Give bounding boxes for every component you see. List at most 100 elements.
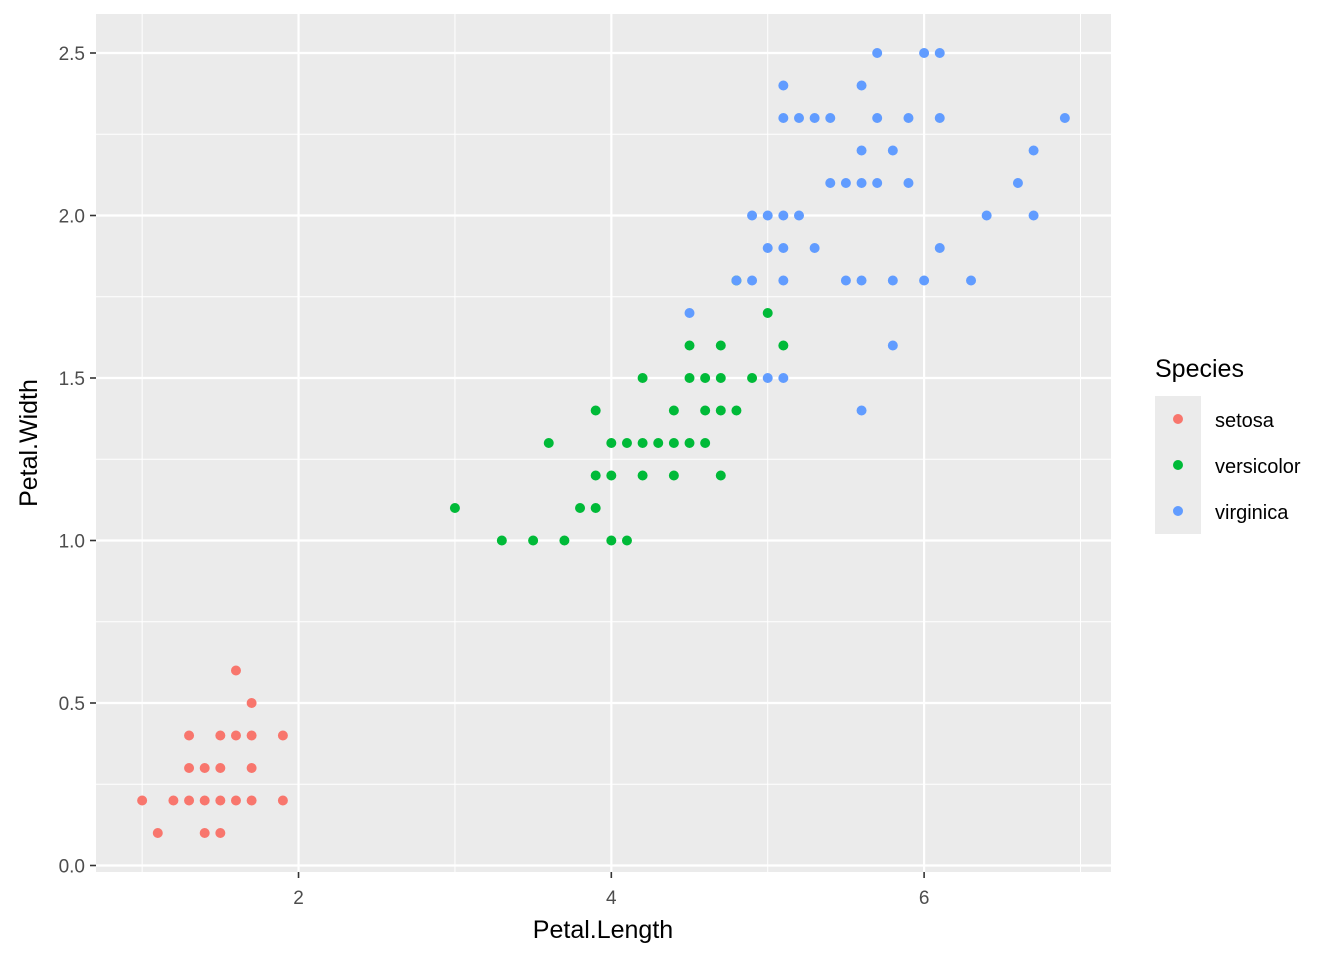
- data-point-setosa: [184, 795, 195, 806]
- data-point-versicolor: [684, 438, 695, 448]
- data-point-virginica: [825, 113, 836, 123]
- data-point-versicolor: [621, 438, 632, 448]
- data-point-setosa: [199, 828, 210, 838]
- data-point-setosa: [246, 763, 257, 773]
- legend-swatch-versicolor: [1173, 460, 1183, 470]
- data-point-virginica: [856, 275, 867, 286]
- data-point-setosa: [184, 763, 195, 773]
- legend-label-versicolor: versicolor: [1215, 456, 1301, 478]
- plot-panel: [96, 14, 1111, 872]
- data-point-virginica: [887, 275, 898, 286]
- data-point-virginica: [809, 113, 820, 123]
- data-point-versicolor: [590, 405, 601, 416]
- data-point-versicolor: [528, 535, 539, 546]
- data-point-virginica: [1028, 145, 1039, 156]
- data-point-versicolor: [715, 470, 726, 481]
- y-tick-label: 0.5: [59, 694, 85, 715]
- data-point-virginica: [840, 275, 851, 286]
- data-point-virginica: [778, 275, 789, 286]
- data-point-virginica: [1059, 113, 1070, 123]
- y-tick-label: 1.5: [59, 369, 85, 390]
- data-point-virginica: [966, 275, 977, 286]
- data-point-setosa: [152, 828, 163, 838]
- data-point-versicolor: [606, 470, 617, 481]
- data-point-virginica: [934, 243, 945, 253]
- data-point-virginica: [903, 113, 914, 123]
- data-point-setosa: [230, 795, 241, 806]
- data-point-setosa: [215, 763, 226, 773]
- data-point-virginica: [747, 210, 758, 221]
- data-point-virginica: [762, 210, 773, 221]
- data-point-virginica: [731, 275, 742, 286]
- data-point-virginica: [919, 48, 930, 58]
- data-point-versicolor: [637, 470, 648, 481]
- data-point-virginica: [778, 373, 789, 383]
- data-point-versicolor: [637, 438, 648, 448]
- data-point-virginica: [856, 80, 867, 91]
- data-point-versicolor: [449, 503, 460, 513]
- data-point-versicolor: [621, 535, 632, 546]
- data-point-versicolor: [715, 405, 726, 416]
- data-point-setosa: [215, 730, 226, 741]
- data-point-virginica: [887, 340, 898, 351]
- data-point-versicolor: [575, 503, 586, 513]
- data-point-versicolor: [496, 535, 507, 546]
- data-point-setosa: [230, 665, 241, 676]
- data-point-versicolor: [747, 373, 758, 383]
- data-point-versicolor: [637, 373, 648, 383]
- data-point-versicolor: [731, 405, 742, 416]
- data-points: [137, 48, 1070, 838]
- data-point-virginica: [934, 113, 945, 123]
- data-point-setosa: [199, 795, 210, 806]
- legend-swatch-virginica: [1173, 506, 1183, 516]
- data-point-virginica: [887, 145, 898, 156]
- data-point-setosa: [137, 795, 148, 806]
- data-point-virginica: [856, 178, 867, 188]
- data-point-setosa: [215, 795, 226, 806]
- data-point-versicolor: [668, 470, 679, 481]
- data-point-virginica: [856, 145, 867, 156]
- data-point-virginica: [778, 80, 789, 91]
- minor-gridlines: [96, 14, 1111, 872]
- data-point-virginica: [1028, 210, 1039, 221]
- data-point-virginica: [762, 373, 773, 383]
- data-point-versicolor: [606, 438, 617, 448]
- data-point-virginica: [856, 405, 867, 416]
- x-tick-label: 2: [293, 888, 304, 909]
- data-point-versicolor: [590, 470, 601, 481]
- data-point-setosa: [246, 698, 257, 708]
- data-point-versicolor: [668, 438, 679, 448]
- x-tick-label: 4: [606, 888, 617, 909]
- data-point-versicolor: [668, 405, 679, 416]
- y-tick-label: 0.0: [59, 857, 85, 878]
- data-point-virginica: [793, 210, 804, 221]
- data-point-virginica: [825, 178, 836, 188]
- data-point-versicolor: [762, 308, 773, 318]
- y-axis-title: Petal.Width: [15, 379, 43, 507]
- data-point-versicolor: [715, 373, 726, 383]
- data-point-virginica: [919, 275, 930, 286]
- x-axis-ticks: 2 4 6: [293, 872, 929, 909]
- data-point-virginica: [778, 210, 789, 221]
- data-point-virginica: [872, 178, 883, 188]
- data-point-versicolor: [778, 340, 789, 351]
- legend-label-setosa: setosa: [1215, 410, 1275, 432]
- data-point-versicolor: [543, 438, 554, 448]
- data-point-versicolor: [559, 535, 570, 546]
- data-point-virginica: [903, 178, 914, 188]
- data-point-setosa: [246, 795, 257, 806]
- data-point-virginica: [840, 178, 851, 188]
- legend-title: Species: [1155, 355, 1244, 383]
- data-point-setosa: [215, 828, 226, 838]
- data-point-versicolor: [653, 438, 664, 448]
- data-point-versicolor: [715, 340, 726, 351]
- data-point-virginica: [778, 113, 789, 123]
- legend-label-virginica: virginica: [1215, 502, 1289, 524]
- data-point-virginica: [1012, 178, 1023, 188]
- data-point-virginica: [747, 275, 758, 286]
- data-point-virginica: [872, 48, 883, 58]
- data-point-versicolor: [700, 438, 711, 448]
- data-point-versicolor: [700, 405, 711, 416]
- data-point-virginica: [934, 48, 945, 58]
